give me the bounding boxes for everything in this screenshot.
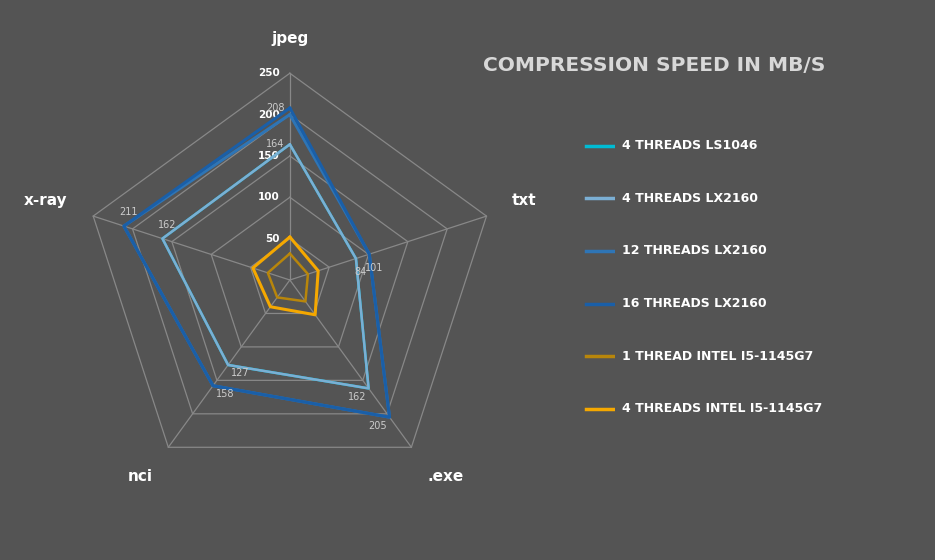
- Text: 1 THREAD INTEL I5-1145G7: 1 THREAD INTEL I5-1145G7: [622, 349, 813, 363]
- Text: 158: 158: [215, 389, 234, 399]
- Text: 50: 50: [265, 234, 280, 244]
- Text: 12 THREADS LX2160: 12 THREADS LX2160: [622, 244, 767, 258]
- Text: 162: 162: [348, 392, 367, 402]
- Text: 250: 250: [258, 68, 280, 78]
- Text: 4 THREADS INTEL I5-1145G7: 4 THREADS INTEL I5-1145G7: [622, 402, 822, 416]
- Text: jpeg: jpeg: [271, 31, 309, 46]
- Text: 101: 101: [365, 263, 383, 273]
- Text: 205: 205: [368, 421, 387, 431]
- Text: 208: 208: [266, 103, 284, 113]
- Text: 211: 211: [119, 207, 137, 217]
- Text: 84: 84: [354, 267, 367, 277]
- Text: x-ray: x-ray: [24, 193, 67, 208]
- Text: 4 THREADS LX2160: 4 THREADS LX2160: [622, 192, 757, 205]
- Text: 150: 150: [258, 151, 280, 161]
- Text: 100: 100: [258, 192, 280, 202]
- Text: 127: 127: [231, 368, 249, 379]
- Text: nci: nci: [127, 469, 152, 484]
- Text: .exe: .exe: [427, 469, 464, 484]
- Text: 164: 164: [266, 139, 284, 150]
- Text: 200: 200: [258, 110, 280, 120]
- Text: 4 THREADS LS1046: 4 THREADS LS1046: [622, 139, 757, 152]
- Text: 16 THREADS LX2160: 16 THREADS LX2160: [622, 297, 767, 310]
- Text: COMPRESSION SPEED IN MB/S: COMPRESSION SPEED IN MB/S: [483, 56, 826, 75]
- Text: 162: 162: [158, 220, 176, 230]
- Text: txt: txt: [512, 193, 537, 208]
